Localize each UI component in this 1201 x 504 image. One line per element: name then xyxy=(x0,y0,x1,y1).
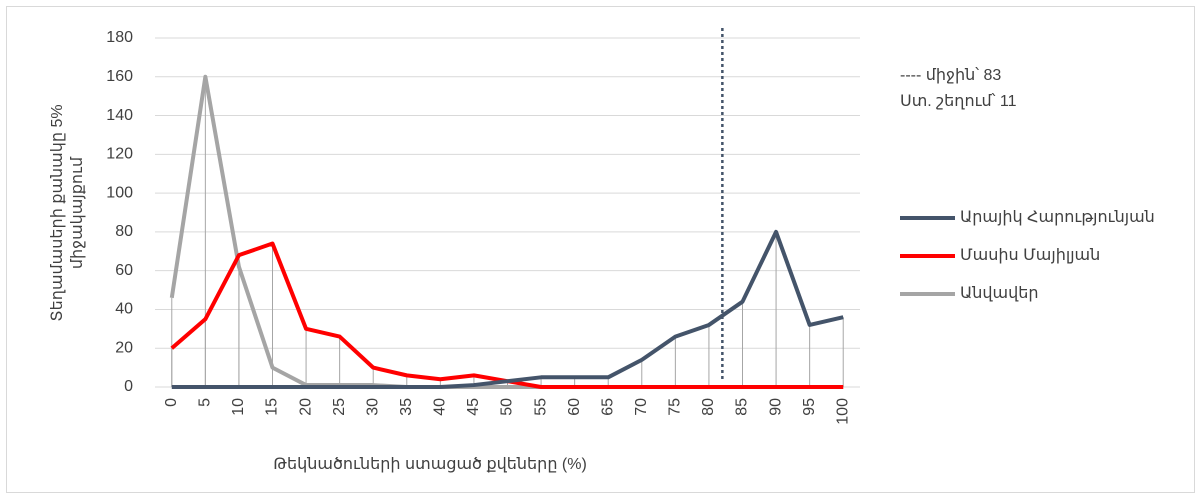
y-tick-label: 0 xyxy=(124,378,133,395)
x-tick-label: 75 xyxy=(667,398,684,416)
x-tick-label: 45 xyxy=(465,398,482,416)
y-tick-label: 140 xyxy=(106,107,133,124)
y-axis-title: Տեղամասերի քանակը 5% xyxy=(49,104,66,321)
series-line xyxy=(171,229,844,389)
x-tick-label: 40 xyxy=(432,398,449,416)
y-tick-label: 80 xyxy=(115,223,133,240)
x-tick-label: 25 xyxy=(331,398,348,416)
y-tick-label: 20 xyxy=(115,339,133,356)
x-tick-label: 20 xyxy=(297,398,314,416)
y-axis-title: միջակայքում xyxy=(69,156,86,269)
y-tick-label: 180 xyxy=(106,29,133,46)
x-tick-label: 85 xyxy=(734,398,751,416)
x-tick-label: 10 xyxy=(230,398,247,416)
legend-label: Անվավեր xyxy=(960,285,1039,302)
x-axis-title: Թեկնածուների ստացած քվեները (%) xyxy=(273,456,587,473)
x-tick-label: 55 xyxy=(532,398,549,416)
x-tick-label: 65 xyxy=(599,398,616,416)
x-tick-label: 90 xyxy=(767,398,784,416)
x-tick-label: 60 xyxy=(566,398,583,416)
x-tick-label: 95 xyxy=(801,398,818,416)
y-tick-label: 120 xyxy=(106,146,133,163)
x-tick-label: 30 xyxy=(364,398,381,416)
y-tick-label: 160 xyxy=(106,68,133,85)
x-tick-label: 5 xyxy=(197,398,214,407)
y-tick-label: 60 xyxy=(115,262,133,279)
legend-label: Արայիկ Հարությունյան xyxy=(960,209,1155,226)
x-tick-label: 70 xyxy=(633,398,650,416)
x-tick-label: 80 xyxy=(700,398,717,416)
annotation: Ստ. շեղում՝ 11 xyxy=(900,93,1017,110)
x-tick-label: 0 xyxy=(163,398,180,407)
x-tick-label: 15 xyxy=(264,398,281,416)
annotation: ---- միջին՝ 83 xyxy=(900,67,1001,84)
x-tick-label: 50 xyxy=(499,398,516,416)
legend-label: Մասիս Մայիլյան xyxy=(960,247,1100,264)
y-tick-label: 100 xyxy=(106,184,133,201)
x-tick-label: 35 xyxy=(398,398,415,416)
x-tick-label: 100 xyxy=(834,398,851,425)
y-tick-label: 40 xyxy=(115,301,133,318)
